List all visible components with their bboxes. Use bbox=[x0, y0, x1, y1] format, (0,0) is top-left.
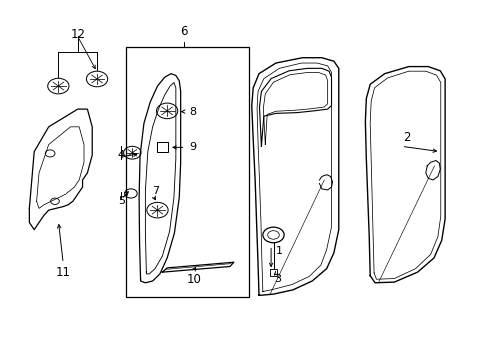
Text: 2: 2 bbox=[402, 131, 409, 144]
Text: 10: 10 bbox=[186, 273, 201, 286]
Text: 12: 12 bbox=[70, 28, 85, 41]
Text: 7: 7 bbox=[151, 186, 159, 196]
Text: 3: 3 bbox=[273, 274, 280, 284]
Text: 4: 4 bbox=[118, 150, 124, 160]
Text: 8: 8 bbox=[188, 107, 196, 117]
Bar bbox=[126, 47, 249, 297]
Text: 9: 9 bbox=[188, 143, 196, 152]
Text: 5: 5 bbox=[118, 196, 124, 206]
Text: 1: 1 bbox=[275, 246, 283, 256]
Bar bbox=[157, 143, 168, 152]
Text: 11: 11 bbox=[56, 266, 71, 279]
Text: 6: 6 bbox=[180, 24, 187, 38]
